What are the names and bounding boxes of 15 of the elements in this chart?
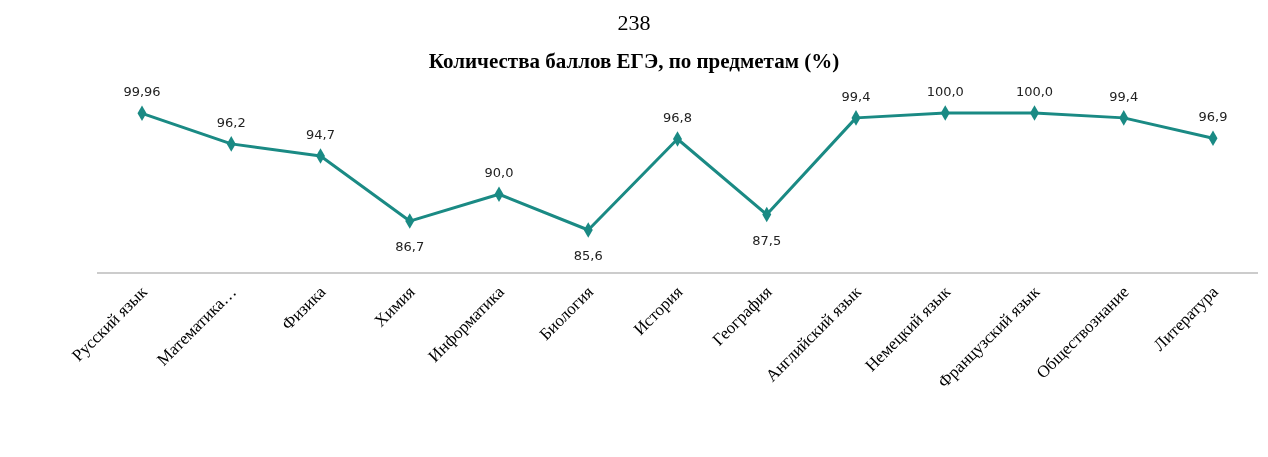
data-label: 99,4 bbox=[1109, 88, 1139, 104]
chart-title: Количества баллов ЕГЭ, по предметам (%) bbox=[428, 49, 840, 73]
text: 238 bbox=[617, 10, 651, 35]
data-label: 100,0 bbox=[926, 84, 964, 99]
data-label: 90,0 bbox=[484, 165, 514, 181]
data-label: 99,4 bbox=[841, 88, 871, 104]
data-label: 86,7 bbox=[395, 239, 425, 255]
data-label: 99,96 bbox=[123, 84, 161, 100]
data-label: 85,6 bbox=[573, 248, 603, 263]
data-label: 94,7 bbox=[306, 127, 335, 143]
data-label: 96,9 bbox=[1198, 109, 1228, 125]
data-label: 96,8 bbox=[663, 110, 692, 125]
data-label: 100,0 bbox=[1015, 84, 1054, 99]
data-label: 96,2 bbox=[216, 114, 246, 130]
data-label: 87,5 bbox=[752, 232, 782, 248]
